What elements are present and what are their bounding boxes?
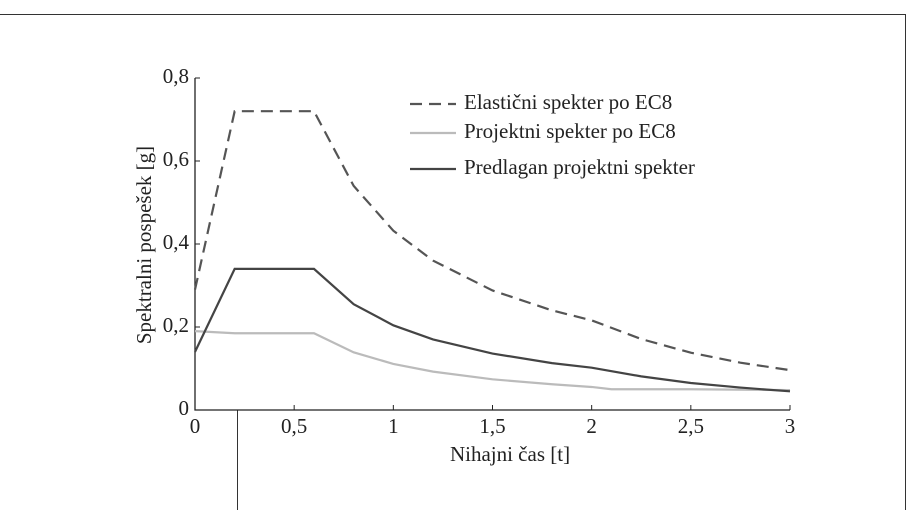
x-tick-label: 0 — [190, 414, 201, 438]
frame — [0, 14, 906, 510]
legend-label: Predlagan projektni spekter — [464, 155, 695, 179]
x-tick-label: 1,5 — [479, 414, 505, 438]
legend-label: Projektni spekter po EC8 — [464, 119, 676, 143]
legend-label: Elastični spekter po EC8 — [464, 90, 672, 114]
y-axis-label: Spektralni pospešek [g] — [132, 146, 156, 344]
series-line — [193, 110, 791, 372]
x-tick-label: 2,5 — [678, 414, 704, 438]
y-tick-label: 0,2 — [163, 313, 189, 337]
y-tick-label: 0,6 — [163, 147, 189, 171]
y-tick-label: 0,8 — [163, 64, 189, 88]
x-tick-label: 0,5 — [281, 414, 307, 438]
y-tick-label: 0 — [179, 396, 190, 420]
x-tick-label: 3 — [785, 414, 796, 438]
x-tick-label: 2 — [586, 414, 597, 438]
x-tick-label: 1 — [388, 414, 399, 438]
x-axis-label: Nihajni čas [t] — [450, 442, 570, 466]
series-line — [194, 267, 791, 393]
y-tick-label: 0,4 — [163, 230, 190, 254]
series-line — [194, 330, 791, 392]
